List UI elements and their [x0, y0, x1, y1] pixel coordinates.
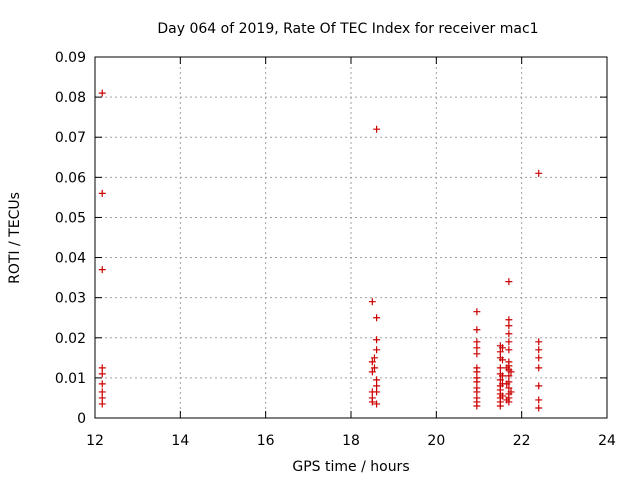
x-tick-label: 16 — [257, 433, 275, 449]
y-tick-label: 0.03 — [55, 291, 86, 307]
data-point-marker — [373, 376, 381, 384]
data-point-marker — [498, 344, 506, 352]
y-tick-label: 0.01 — [55, 371, 86, 387]
data-point-marker — [535, 354, 543, 362]
tick-labels: 0 0.01 0.02 0.03 0.04 0.05 0.06 0.07 0.08 0.09 12 1… — [55, 50, 616, 449]
data-point-marker — [535, 382, 543, 390]
y-tick-label: 0.06 — [55, 170, 86, 186]
y-tick-label: 0.02 — [55, 331, 86, 347]
x-axis-label: GPS time / hours — [292, 459, 409, 475]
data-point-marker — [473, 326, 481, 334]
data-point-marker — [505, 316, 513, 324]
data-point-marker — [535, 169, 543, 177]
data-point-marker — [473, 388, 481, 396]
data-point-marker — [98, 266, 106, 274]
data-point-marker — [498, 356, 506, 364]
data-point-marker — [498, 372, 506, 380]
data-points — [98, 89, 543, 412]
data-point-marker — [473, 368, 481, 376]
chart-title: Day 064 of 2019, Rate Of TEC Index for r… — [157, 21, 538, 37]
data-point-marker — [507, 368, 515, 376]
x-tick-label: 24 — [598, 433, 616, 449]
x-tick-label: 14 — [171, 433, 189, 449]
data-point-marker — [373, 382, 381, 390]
data-point-marker — [473, 402, 481, 410]
data-point-marker — [368, 298, 376, 306]
data-point-marker — [505, 346, 513, 354]
data-point-marker — [496, 348, 504, 356]
grid-lines — [95, 57, 607, 418]
data-point-marker — [98, 89, 106, 97]
x-tick-label: 18 — [342, 433, 360, 449]
data-point-marker — [498, 392, 506, 400]
data-point-marker — [473, 378, 481, 386]
data-point-marker — [98, 394, 106, 402]
data-point-marker — [496, 376, 504, 384]
data-point-marker — [505, 322, 513, 330]
data-point-marker — [496, 402, 504, 410]
data-point-marker — [535, 346, 543, 354]
data-point-marker — [98, 364, 106, 372]
data-point-marker — [368, 398, 376, 406]
x-tick-label: 12 — [86, 433, 104, 449]
data-point-marker — [473, 338, 481, 346]
data-point-marker — [503, 380, 511, 388]
data-point-marker — [507, 388, 515, 396]
data-point-marker — [98, 189, 106, 197]
data-point-marker — [473, 344, 481, 352]
data-point-marker — [505, 372, 513, 380]
y-tick-label: 0.07 — [55, 130, 86, 146]
data-point-marker — [370, 354, 378, 362]
data-point-marker — [535, 338, 543, 346]
y-tick-label: 0.09 — [55, 50, 86, 66]
y-axis-label: ROTI / TECUs — [7, 192, 23, 284]
data-point-marker — [505, 278, 513, 286]
data-point-marker — [473, 308, 481, 316]
data-point-marker — [373, 388, 381, 396]
data-point-marker — [98, 388, 106, 396]
data-point-marker — [373, 400, 381, 408]
data-point-marker — [98, 370, 106, 378]
data-point-marker — [368, 368, 376, 376]
data-point-marker — [98, 380, 106, 388]
data-point-marker — [505, 384, 513, 392]
y-tick-label: 0.04 — [55, 251, 86, 267]
data-point-marker — [373, 125, 381, 133]
data-point-marker — [503, 396, 511, 404]
data-point-marker — [535, 364, 543, 372]
data-point-marker — [473, 350, 481, 358]
y-tick-label: 0.08 — [55, 90, 86, 106]
data-point-marker — [535, 404, 543, 412]
x-tick-label: 22 — [513, 433, 531, 449]
data-point-marker — [535, 396, 543, 404]
data-point-marker — [373, 346, 381, 354]
data-point-marker — [368, 358, 376, 366]
data-point-marker — [373, 336, 381, 344]
data-point-marker — [370, 364, 378, 372]
y-tick-label: 0.05 — [55, 210, 86, 226]
plot-frame — [94, 56, 608, 419]
data-point-marker — [373, 314, 381, 322]
x-tick-label: 20 — [427, 433, 445, 449]
data-point-marker — [503, 364, 511, 372]
data-point-marker — [496, 364, 504, 372]
y-tick-label: 0 — [77, 411, 86, 427]
data-point-marker — [98, 400, 106, 408]
data-point-marker — [505, 330, 513, 338]
data-point-marker — [505, 338, 513, 346]
